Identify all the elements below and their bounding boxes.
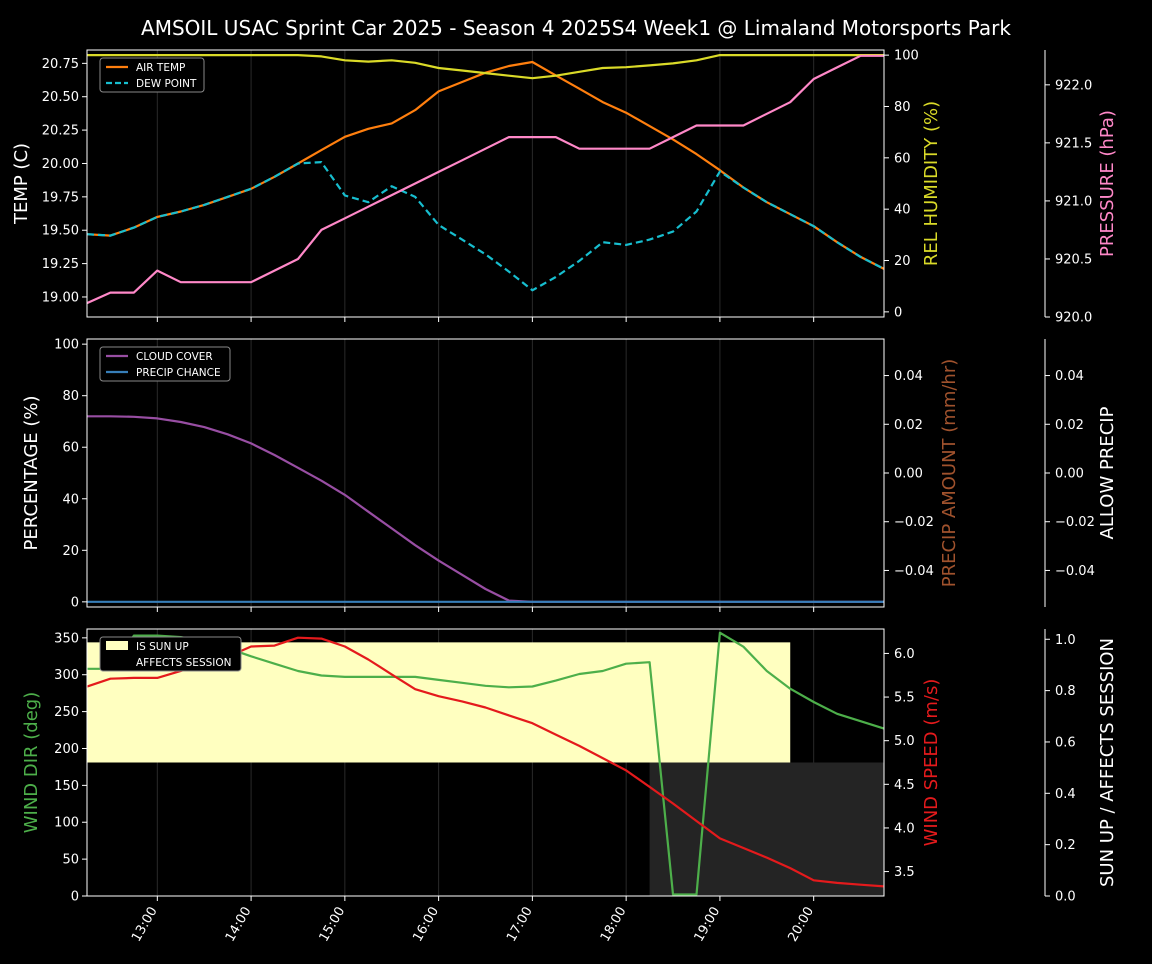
left-tick-label-2-1: 0 bbox=[71, 595, 79, 610]
left-tick-label-3-4: 150 bbox=[54, 779, 79, 794]
right2-tick-label-3-1: 0.0 bbox=[1055, 890, 1076, 905]
legend-box-2 bbox=[99, 346, 231, 382]
right2-tick-label-1-5: 922.0 bbox=[1055, 78, 1092, 93]
left-tick-label-3-1: 0 bbox=[71, 890, 79, 905]
right1-tick-label-1-2: 20 bbox=[894, 254, 911, 269]
legend-label-1-1: AIR TEMP bbox=[136, 62, 185, 74]
right1-tick-label-3-1: 3.5 bbox=[894, 865, 915, 880]
right1-tick-label-3-5: 5.5 bbox=[894, 691, 915, 706]
series-line-pressure bbox=[86, 54, 884, 305]
right1-tick-label-3-4: 5.0 bbox=[894, 734, 915, 749]
right1-tick-label-2-2: −0.02 bbox=[894, 515, 934, 530]
right1-tick-label-3-2: 4.0 bbox=[894, 821, 915, 836]
right2-tick-label-3-2: 0.2 bbox=[1055, 838, 1076, 853]
left-tick-label-3-7: 300 bbox=[54, 668, 79, 683]
right1-tick-label-2-3: 0.00 bbox=[894, 467, 923, 482]
band-affects-session bbox=[649, 762, 884, 896]
right2-tick-label-3-3: 0.4 bbox=[1055, 787, 1076, 802]
series-line-dew-point bbox=[86, 161, 885, 292]
right2-tick-label-1-2: 920.5 bbox=[1055, 252, 1092, 267]
right2-tick-label-2-2: −0.02 bbox=[1055, 515, 1095, 530]
left-tick-label-2-2: 20 bbox=[62, 544, 79, 559]
chart-title: AMSOIL USAC Sprint Car 2025 - Season 4 2… bbox=[141, 16, 1011, 40]
left-tick-label-1-1: 19.00 bbox=[42, 290, 79, 305]
right1-tick-label-3-3: 4.5 bbox=[894, 778, 915, 793]
right2-tick-label-1-3: 921.0 bbox=[1055, 194, 1092, 209]
left-axis-label-3: WIND DIR (deg) bbox=[21, 692, 42, 834]
left-tick-label-1-3: 19.50 bbox=[42, 224, 79, 239]
right1-tick-label-1-4: 60 bbox=[894, 151, 911, 166]
right2-axis-label-2: ALLOW PRECIP bbox=[1097, 406, 1118, 539]
right2-axis-label-3: SUN UP / AFFECTS SESSION bbox=[1097, 638, 1118, 887]
series-line-rel-humidity bbox=[87, 53, 884, 80]
left-tick-label-1-5: 20.00 bbox=[42, 157, 79, 172]
left-tick-label-1-7: 20.50 bbox=[42, 90, 79, 105]
right1-tick-label-1-5: 80 bbox=[894, 100, 911, 115]
left-tick-label-2-3: 40 bbox=[62, 492, 79, 507]
legend-swatch-3-1 bbox=[106, 641, 128, 650]
right1-tick-label-1-1: 0 bbox=[894, 305, 902, 320]
right1-tick-label-2-4: 0.02 bbox=[894, 418, 923, 433]
legend-box-3 bbox=[99, 636, 242, 672]
left-tick-label-3-8: 350 bbox=[54, 631, 79, 646]
right2-tick-label-2-3: 0.00 bbox=[1055, 467, 1084, 482]
right2-tick-label-3-6: 1.0 bbox=[1055, 633, 1076, 648]
right1-tick-label-2-5: 0.04 bbox=[894, 369, 923, 384]
panel-frame-3 bbox=[86, 628, 885, 897]
left-tick-label-3-5: 200 bbox=[54, 742, 79, 757]
left-tick-label-1-4: 19.75 bbox=[42, 190, 79, 205]
right1-tick-label-1-3: 40 bbox=[894, 203, 911, 218]
left-tick-label-1-2: 19.25 bbox=[42, 257, 79, 272]
right2-tick-label-2-4: 0.02 bbox=[1055, 418, 1084, 433]
left-tick-label-2-6: 100 bbox=[54, 338, 79, 353]
right2-tick-label-3-5: 0.8 bbox=[1055, 684, 1076, 699]
left-axis-label-2: PERCENTAGE (%) bbox=[21, 395, 42, 550]
left-tick-label-2-5: 80 bbox=[62, 389, 79, 404]
left-axis-label-1: TEMP (C) bbox=[11, 143, 32, 225]
left-tick-label-3-6: 250 bbox=[54, 705, 79, 720]
right1-axis-label-1: REL HUMIDITY (%) bbox=[921, 101, 942, 266]
right2-tick-label-1-1: 920.0 bbox=[1055, 311, 1092, 326]
left-tick-label-1-6: 20.25 bbox=[42, 124, 79, 139]
right2-axis-label-1: PRESSURE (hPa) bbox=[1097, 110, 1118, 257]
legend-label-3-1: IS SUN UP bbox=[136, 641, 189, 653]
right2-tick-label-3-4: 0.6 bbox=[1055, 735, 1076, 750]
legend-label-1-2: DEW POINT bbox=[136, 78, 197, 90]
left-tick-label-3-3: 100 bbox=[54, 816, 79, 831]
legend-label-2-2: PRECIP CHANCE bbox=[136, 367, 221, 379]
right2-tick-label-1-4: 921.5 bbox=[1055, 136, 1092, 151]
legend-label-2-1: CLOUD COVER bbox=[136, 351, 213, 363]
right1-tick-label-2-1: −0.04 bbox=[894, 564, 934, 579]
right2-tick-label-2-1: −0.04 bbox=[1055, 564, 1095, 579]
right1-axis-label-2: PRECIP AMOUNT (mm/hr) bbox=[939, 359, 960, 588]
panel-frame-1 bbox=[86, 49, 885, 318]
legend-label-3-2: AFFECTS SESSION bbox=[136, 657, 232, 669]
right1-tick-label-3-6: 6.0 bbox=[894, 647, 915, 662]
left-tick-label-1-8: 20.75 bbox=[42, 57, 79, 72]
left-tick-label-3-2: 50 bbox=[62, 853, 79, 868]
right1-axis-label-3: WIND SPEED (m/s) bbox=[921, 679, 942, 847]
left-tick-label-2-4: 60 bbox=[62, 441, 79, 456]
right1-tick-label-1-6: 100 bbox=[894, 49, 919, 64]
right2-tick-label-2-5: 0.04 bbox=[1055, 369, 1084, 384]
